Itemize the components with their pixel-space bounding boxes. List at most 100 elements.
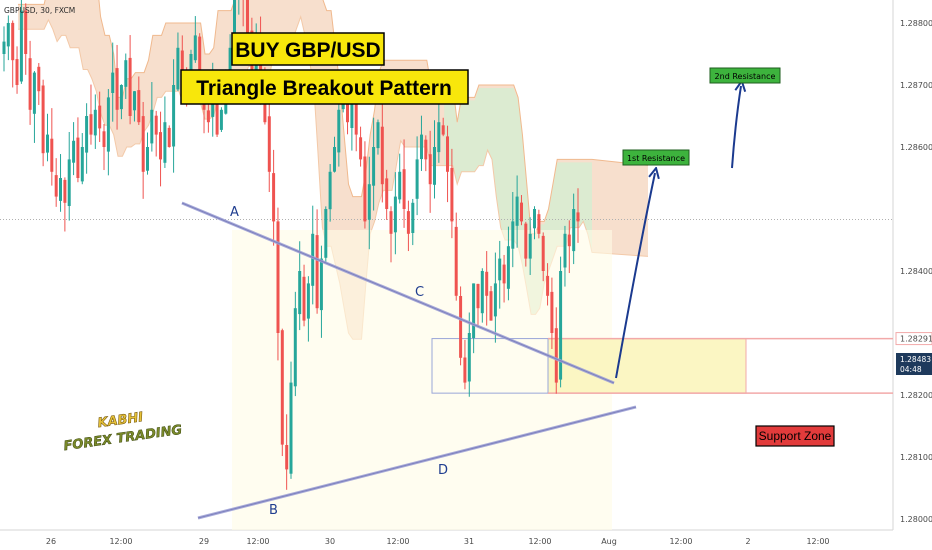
- candle-body: [15, 59, 19, 85]
- candle: [289, 361, 293, 479]
- y-tick-label: 1.28200: [900, 391, 932, 400]
- candle-body: [163, 122, 167, 163]
- candle: [372, 117, 376, 211]
- candle: [141, 101, 145, 199]
- candle-body: [398, 171, 402, 200]
- candle-body: [272, 173, 276, 222]
- candle-body: [489, 291, 493, 321]
- candle-body: [76, 137, 80, 178]
- candle: [480, 268, 484, 323]
- time-axis[interactable]: 26 12:00 29 12:00 30 12:00 31 12:00 Aug 12:00 2 12:…: [46, 537, 830, 546]
- second-resistance-label-box: [709, 67, 781, 84]
- candle: [567, 220, 571, 274]
- candle-body: [19, 10, 23, 82]
- candle: [476, 283, 480, 328]
- candle: [19, 0, 23, 84]
- candle: [437, 94, 441, 163]
- candle: [63, 177, 67, 232]
- price-tag-box: [895, 332, 932, 346]
- candle: [50, 108, 54, 186]
- candle-body: [476, 283, 480, 309]
- x-tick-label: 12:00: [386, 537, 409, 546]
- breakout-arrow-2: [731, 86, 741, 169]
- candle-body: [393, 196, 397, 233]
- candle: [376, 119, 380, 155]
- candle: [467, 312, 471, 397]
- candle: [163, 96, 167, 168]
- candle-body: [493, 283, 497, 317]
- candle-body: [480, 271, 484, 314]
- candle: [576, 188, 580, 243]
- candle-body: [32, 72, 36, 114]
- candle: [463, 339, 467, 390]
- support-zone-label-box: [755, 425, 835, 447]
- candle-body: [406, 211, 410, 234]
- candle-body: [550, 291, 554, 333]
- support-zone-left-box: [431, 338, 549, 394]
- candle-body: [280, 330, 284, 445]
- candle: [137, 76, 141, 125]
- candle-body: [246, 0, 249, 36]
- candle-body: [233, 0, 236, 48]
- candle: [324, 206, 328, 263]
- candle-body: [298, 271, 302, 315]
- candle: [424, 135, 428, 172]
- candle-body: [41, 85, 45, 154]
- candle: [415, 136, 419, 216]
- title-box-2: [180, 69, 469, 105]
- breakout-arrow-1: [615, 173, 655, 379]
- candle-body: [28, 58, 32, 110]
- candle-body: [324, 209, 328, 258]
- candle-body: [463, 357, 467, 383]
- candle-body: [372, 147, 376, 186]
- candle: [154, 110, 158, 157]
- candle: [511, 191, 515, 268]
- candle: [193, 16, 197, 63]
- triangle-upper-line-core: [181, 202, 615, 384]
- first-resistance-label-box: [622, 149, 690, 166]
- price-axis[interactable]: 1.28000 1.28100 1.28200 1.28291 1.28400 1.286…: [895, 19, 932, 524]
- candle-body: [389, 211, 393, 234]
- candle-body: [472, 283, 476, 338]
- candle-body: [441, 125, 445, 135]
- candle: [359, 126, 363, 167]
- candle-body: [528, 233, 532, 259]
- candle: [363, 141, 367, 229]
- candle: [485, 251, 489, 326]
- candle-body: [167, 127, 171, 147]
- candle: [133, 90, 136, 122]
- candle-body: [85, 116, 89, 153]
- candle-body: [289, 382, 293, 474]
- candle-body: [128, 57, 132, 116]
- candle: [285, 414, 289, 490]
- candle: [433, 120, 436, 199]
- y-tick-label: 1.28000: [900, 515, 932, 524]
- triangle-lower-line-core: [197, 406, 637, 519]
- candle-body: [50, 138, 54, 172]
- candle: [267, 99, 271, 193]
- watermark-line1: KABHI: [97, 410, 145, 431]
- candle-body: [24, 10, 28, 55]
- x-tick-label: 12:00: [528, 537, 551, 546]
- support-zone-label: Support Zone: [759, 429, 832, 443]
- candle: [311, 205, 315, 305]
- candle-body: [124, 60, 128, 87]
- candle-body: [219, 109, 223, 130]
- candle: [454, 212, 458, 301]
- x-tick-label: 12:00: [669, 537, 692, 546]
- candle: [393, 172, 397, 255]
- candle-body: [319, 258, 323, 311]
- candle: [459, 286, 463, 366]
- candle-body: [46, 134, 49, 153]
- candle-body: [572, 209, 576, 252]
- candle: [59, 154, 62, 212]
- candle: [493, 252, 497, 343]
- candle: [276, 207, 280, 361]
- candle: [446, 125, 449, 203]
- candle-body: [111, 72, 115, 93]
- candle: [554, 307, 558, 394]
- candle-body: [380, 126, 384, 185]
- candle-body: [93, 109, 97, 136]
- candle: [472, 283, 476, 354]
